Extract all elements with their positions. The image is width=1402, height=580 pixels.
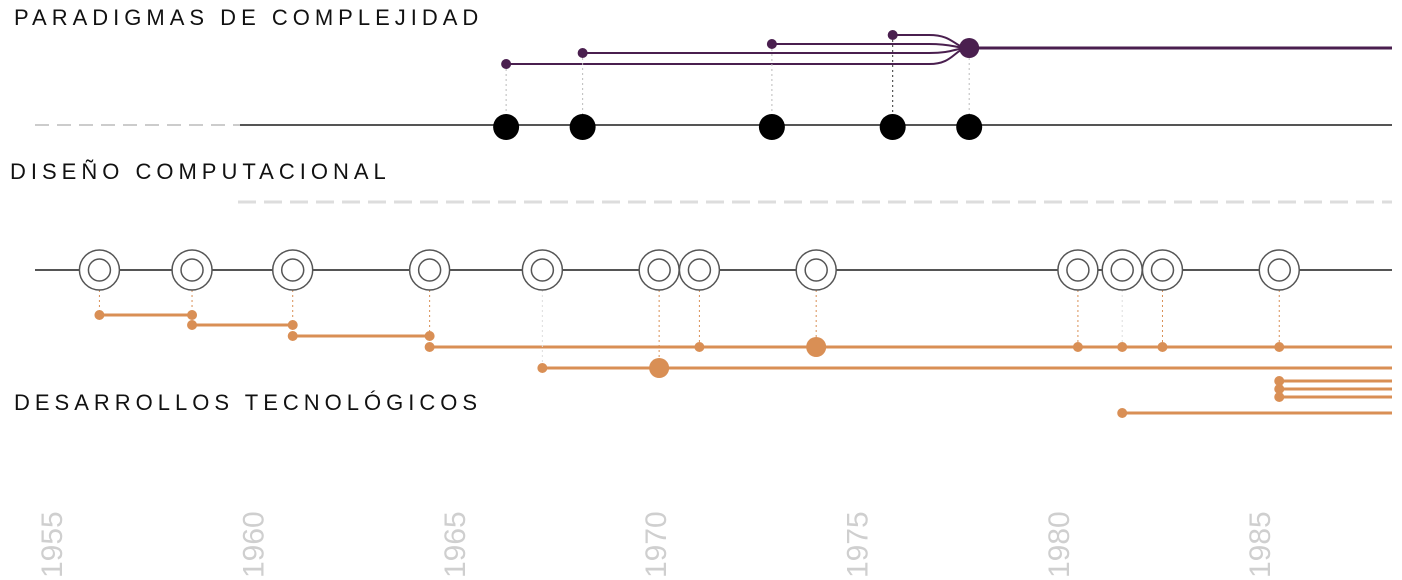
tech-node	[1117, 342, 1128, 352]
design-event	[569, 114, 596, 140]
tech-node	[1072, 342, 1083, 352]
tech-node	[806, 337, 827, 357]
branch	[771, 43, 970, 49]
tech-node	[187, 310, 198, 320]
x-tick-label: 1975	[841, 511, 874, 578]
x-tick-label: 1965	[439, 511, 472, 578]
branch-node	[766, 39, 777, 49]
tech-node	[1157, 342, 1168, 352]
tech-event-inner	[1267, 258, 1292, 282]
tech-event-inner	[180, 258, 204, 282]
design-event	[879, 114, 906, 140]
tech-event-inner	[804, 258, 828, 282]
tech-event-inner	[87, 258, 112, 282]
tech-event-inner	[417, 258, 442, 282]
branch	[506, 47, 970, 65]
x-tick-label: 1970	[640, 511, 673, 578]
branch-node	[501, 59, 512, 69]
tech-node	[94, 310, 105, 320]
design-event	[493, 114, 520, 140]
branch-node	[887, 30, 898, 40]
tech-event-inner	[1110, 258, 1134, 282]
tech-event-inner	[530, 258, 555, 282]
tech-event-inner	[687, 258, 712, 282]
tech-node	[1274, 392, 1285, 402]
tech-node	[649, 358, 670, 378]
tech-node	[287, 320, 298, 330]
branch-node	[577, 48, 588, 58]
track-label: PARADIGMAS DE COMPLEJIDAD	[14, 5, 483, 30]
tech-node	[1117, 408, 1128, 418]
tech-node	[1274, 376, 1285, 386]
tech-event-inner	[647, 258, 671, 282]
tech-event-inner	[1066, 258, 1090, 282]
tech-node	[537, 363, 548, 373]
x-tick-label: 1960	[237, 511, 270, 578]
tech-node	[694, 342, 705, 352]
tech-node	[287, 331, 298, 341]
tech-event-inner	[1150, 258, 1175, 282]
tech-node	[1274, 342, 1285, 352]
x-tick-label: 1980	[1043, 511, 1076, 578]
track-label: DESARROLLOS TECNOLÓGICOS	[14, 390, 482, 415]
tech-node	[424, 331, 435, 341]
tech-event-inner	[280, 258, 305, 282]
track-label: DISEÑO COMPUTACIONAL	[10, 159, 391, 184]
tech-node	[1274, 384, 1285, 394]
merge-node	[959, 38, 980, 58]
x-tick-label: 1985	[1244, 511, 1277, 578]
x-tick-label: 1955	[36, 511, 69, 578]
tech-node	[424, 342, 435, 352]
branch	[582, 47, 970, 54]
design-event	[758, 114, 785, 140]
design-event	[956, 114, 983, 140]
tech-node	[187, 320, 198, 330]
